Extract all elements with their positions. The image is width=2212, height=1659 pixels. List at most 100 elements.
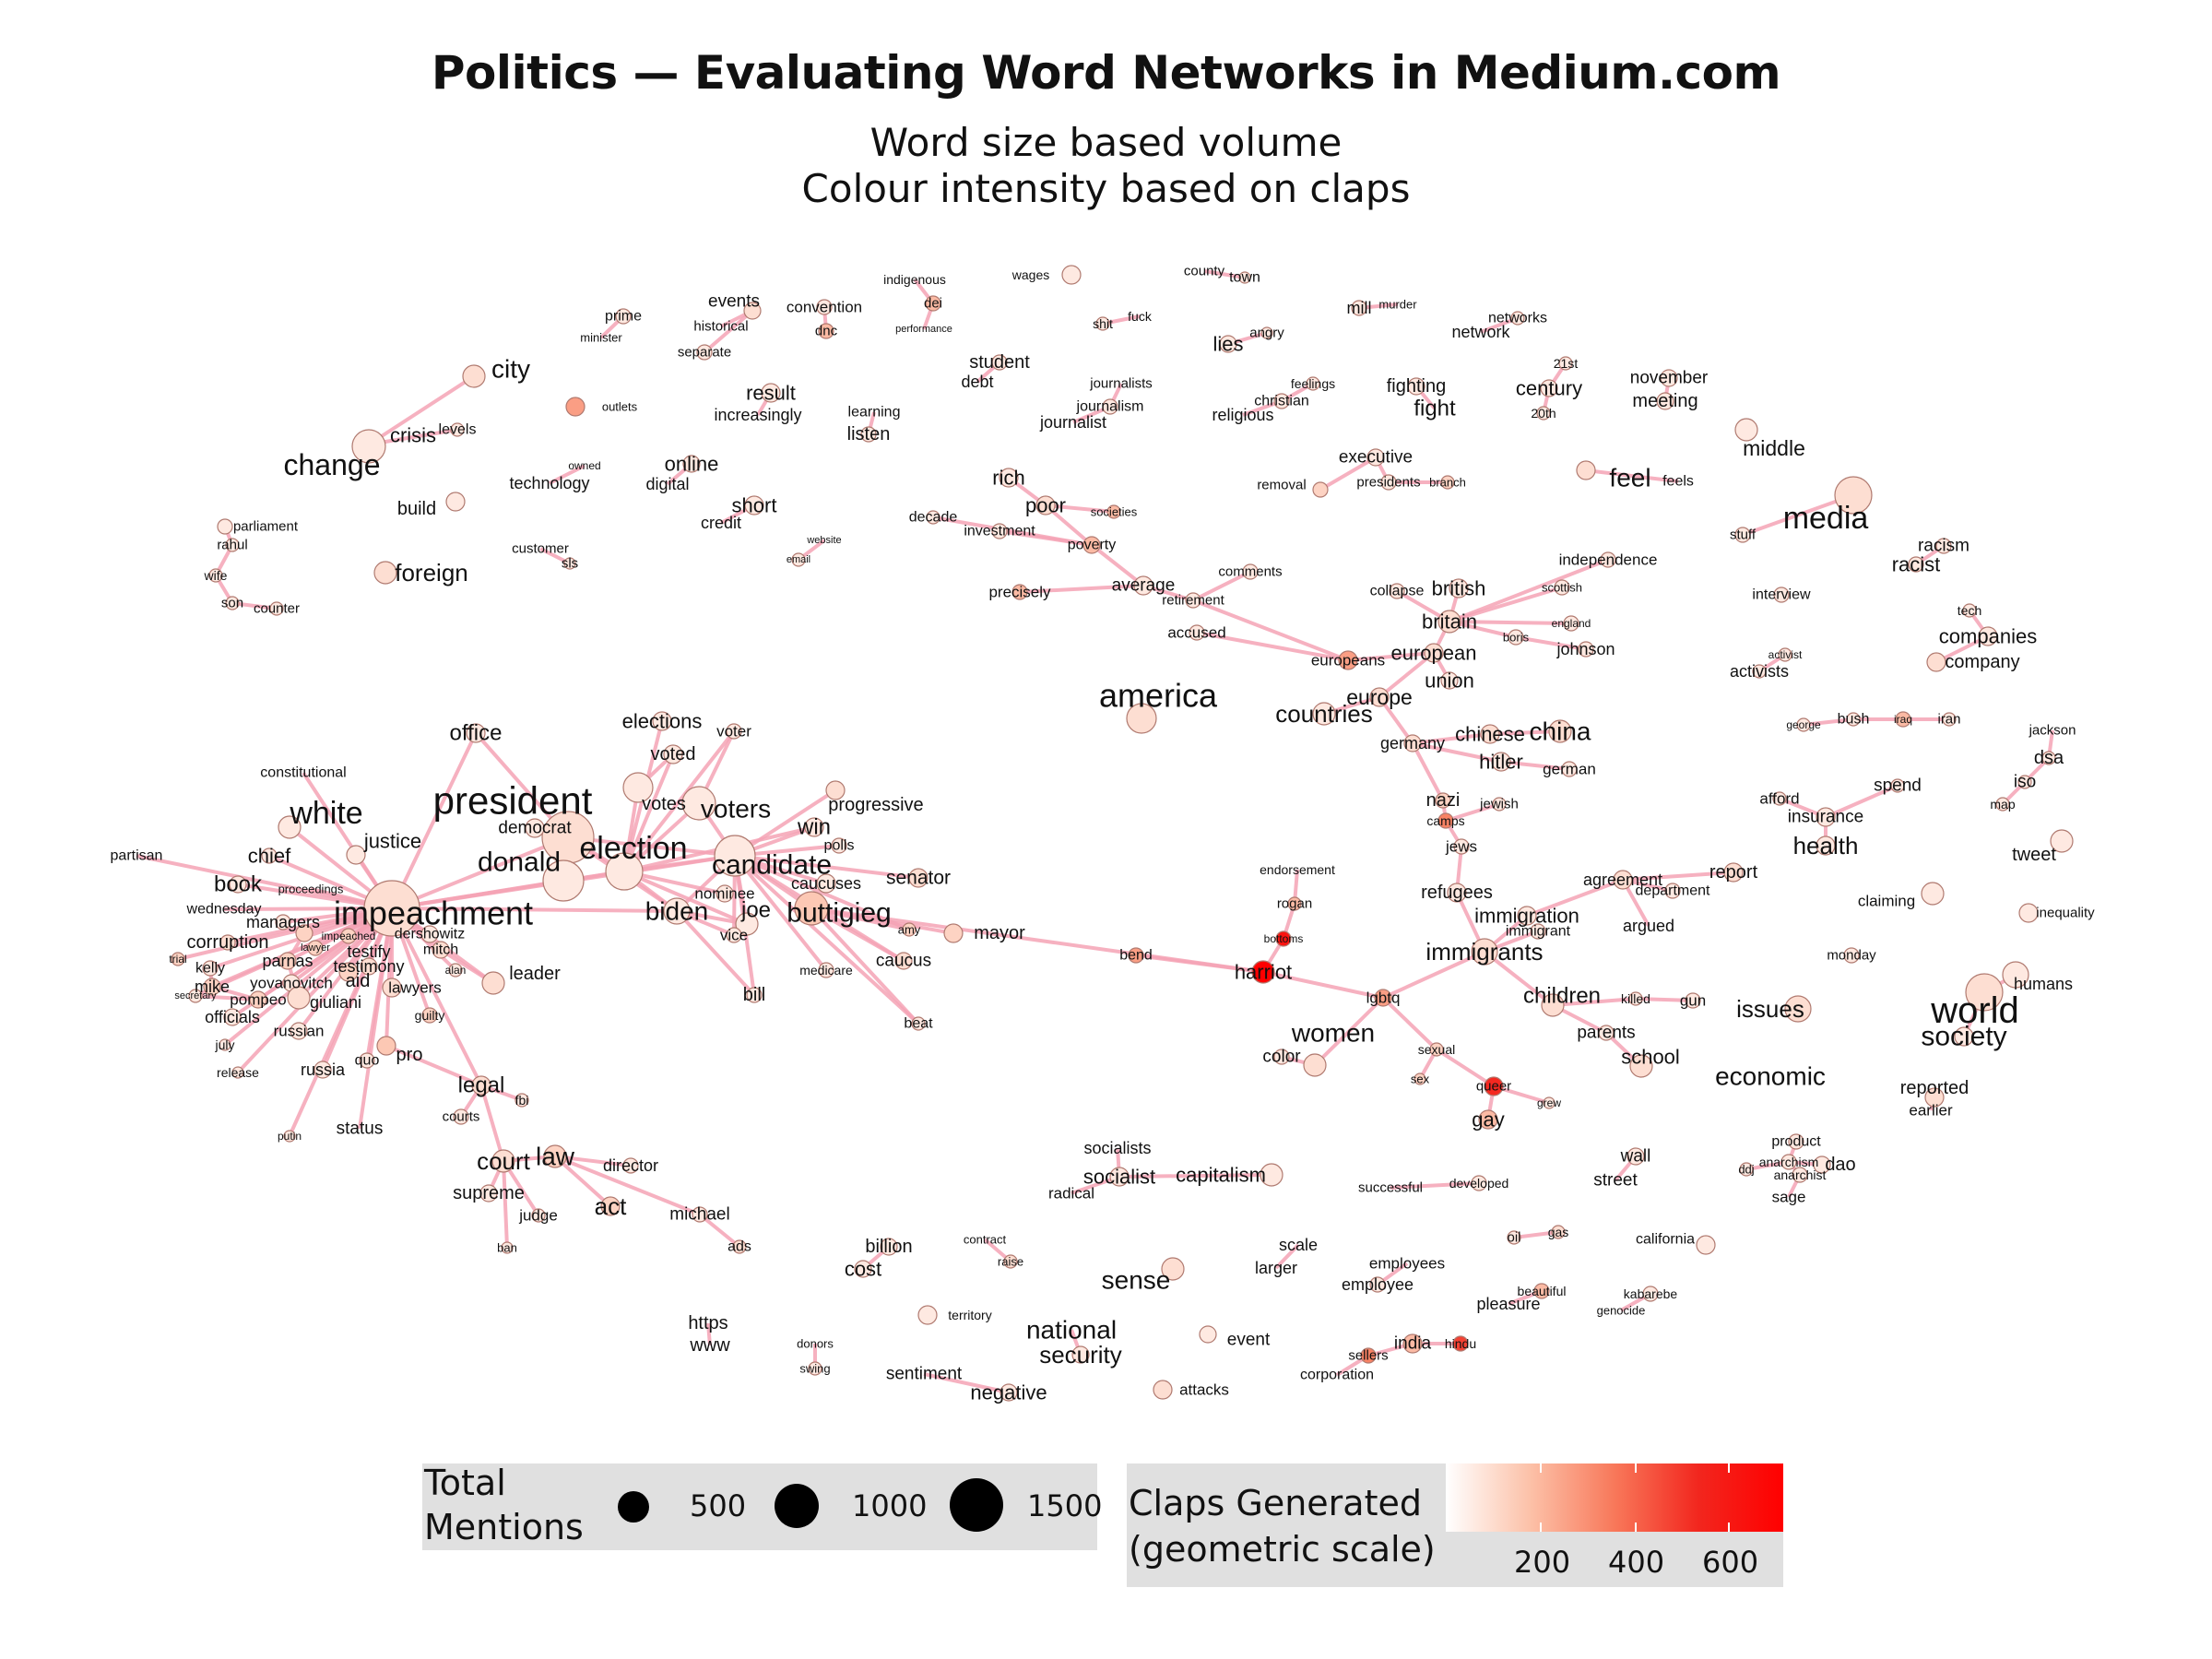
label-rogan: rogan	[1277, 896, 1312, 912]
node-buttigieg	[794, 891, 829, 926]
label-candidate: candidate	[712, 850, 832, 881]
size-legend-dot-1500	[950, 1478, 1003, 1532]
label-street: street	[1593, 1171, 1638, 1191]
label-humans: humans	[2014, 975, 2073, 993]
label-executive: executive	[1339, 448, 1413, 468]
node-online	[682, 455, 701, 473]
node-anarchism	[1780, 1154, 1797, 1170]
label-caucuses: caucuses	[791, 874, 861, 893]
node-courts	[453, 1108, 469, 1125]
label-dershowitz: dershowitz	[395, 927, 465, 942]
gradient-tick	[1635, 1523, 1637, 1532]
node-meeting	[1656, 392, 1674, 410]
edge-election-voted	[622, 753, 675, 872]
label-sexual: sexual	[1418, 1042, 1455, 1057]
edge-immigrants-children	[1483, 950, 1555, 1007]
node-collapse	[1389, 583, 1405, 599]
node-white	[278, 815, 302, 839]
label-city: city	[491, 355, 530, 384]
label-status: status	[337, 1120, 384, 1139]
edge-sexual-queer	[1435, 1048, 1496, 1088]
node-supreme	[479, 1184, 498, 1203]
node-issues	[1784, 995, 1812, 1023]
node-amy	[902, 922, 917, 937]
label-union: union	[1425, 670, 1474, 693]
node-impeached	[340, 928, 357, 944]
label-stuff: stuff	[1730, 527, 1757, 543]
node-european	[1424, 643, 1444, 663]
node-election	[605, 852, 644, 891]
label-developed: developed	[1449, 1176, 1509, 1191]
label-https: https	[688, 1313, 727, 1333]
label-agreement: agreement	[1583, 871, 1662, 889]
label-journalism: journalism	[1076, 399, 1144, 415]
node-developed	[1471, 1175, 1487, 1191]
node-women	[1303, 1053, 1327, 1077]
label-trial: trial	[169, 953, 186, 966]
node-corruption	[219, 934, 236, 951]
edge-feel-feels	[1585, 468, 1679, 483]
label-voter: voter	[716, 723, 751, 741]
node-dei	[925, 295, 941, 312]
label-partisan: partisan	[111, 848, 163, 864]
label-email: email	[787, 554, 810, 565]
node-bush	[1846, 712, 1861, 727]
edge-technology-owned	[549, 464, 586, 485]
label-boris: boris	[1503, 631, 1530, 645]
node-lawyers	[382, 978, 402, 998]
label-quo: quo	[355, 1053, 380, 1069]
label-european: european	[1391, 642, 1477, 665]
label-gun: gun	[1680, 992, 1706, 1010]
node-map	[1995, 797, 2010, 812]
node-testimony	[360, 957, 378, 976]
label-wall: wall	[1620, 1147, 1651, 1167]
label-europe: europe	[1346, 685, 1413, 709]
label-election: election	[579, 831, 687, 866]
node-health	[1816, 835, 1836, 856]
node-grew	[1543, 1096, 1555, 1109]
node-joe	[735, 912, 759, 936]
node-inequality	[2018, 903, 2039, 923]
node-result	[761, 383, 781, 403]
label-killed: killed	[1621, 991, 1650, 1006]
node-iso	[2017, 775, 2032, 789]
label-nazi: nazi	[1426, 790, 1461, 811]
label-radical: radical	[1048, 1185, 1094, 1203]
label-www: www	[689, 1335, 730, 1356]
node-biden	[663, 897, 691, 925]
label-rich: rich	[992, 467, 1024, 490]
label-society: society	[1921, 1022, 2006, 1052]
label-lies: lies	[1212, 333, 1243, 356]
node-europe	[1369, 687, 1390, 707]
node-mill	[1351, 300, 1367, 316]
node-guilty	[421, 1007, 438, 1024]
label-angry: angry	[1249, 326, 1284, 341]
label-russia: russia	[301, 1061, 346, 1079]
node-queer	[1484, 1076, 1504, 1096]
label-employee: employee	[1342, 1275, 1414, 1294]
label-george: george	[1786, 718, 1821, 731]
color-gradient-bar	[1446, 1463, 1783, 1532]
node-attacks	[1153, 1380, 1173, 1400]
label-billion: billion	[865, 1237, 912, 1257]
node-ban	[501, 1241, 514, 1254]
size-legend-label-1000: 1000	[852, 1488, 928, 1523]
label-economic: economic	[1715, 1062, 1826, 1091]
edge-hitler-german	[1500, 760, 1570, 771]
label-senator: senator	[886, 868, 951, 889]
node-wife	[208, 568, 223, 583]
node-society	[1954, 1026, 1974, 1047]
node-countries	[1312, 702, 1336, 726]
node-alan	[448, 963, 463, 978]
label-activist: activist	[1768, 648, 1803, 661]
label-bill: bill	[743, 985, 765, 1005]
label-secretary: secretary	[174, 990, 217, 1001]
size-legend: Total Mentions 500 1000 1500	[422, 1463, 1102, 1550]
label-racist: racist	[1892, 553, 1941, 576]
edge-city-crisis	[367, 374, 476, 446]
label-socialists: socialists	[1083, 1139, 1151, 1157]
edge-https-www	[706, 1322, 712, 1346]
label-scottish: scottish	[1542, 581, 1582, 595]
label-mitch: mitch	[423, 942, 458, 958]
label-women: women	[1291, 1019, 1375, 1048]
